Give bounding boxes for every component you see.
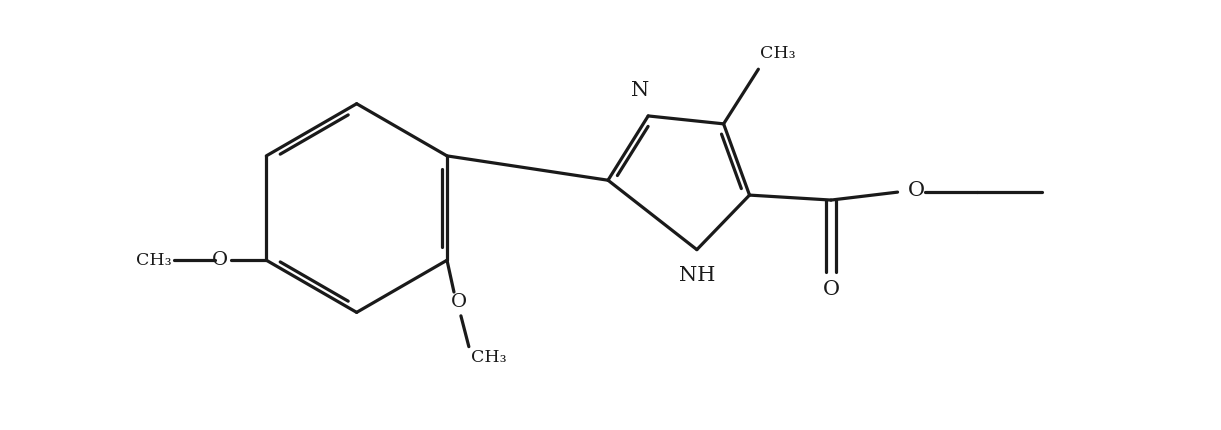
Text: CH₃: CH₃ (471, 349, 507, 366)
Text: CH₃: CH₃ (761, 45, 796, 62)
Text: O: O (823, 280, 840, 298)
Text: N: N (631, 81, 650, 100)
Text: O: O (451, 293, 466, 311)
Text: CH₃: CH₃ (137, 252, 172, 269)
Text: NH: NH (679, 266, 716, 285)
Text: O: O (211, 251, 227, 269)
Text: O: O (907, 181, 924, 200)
